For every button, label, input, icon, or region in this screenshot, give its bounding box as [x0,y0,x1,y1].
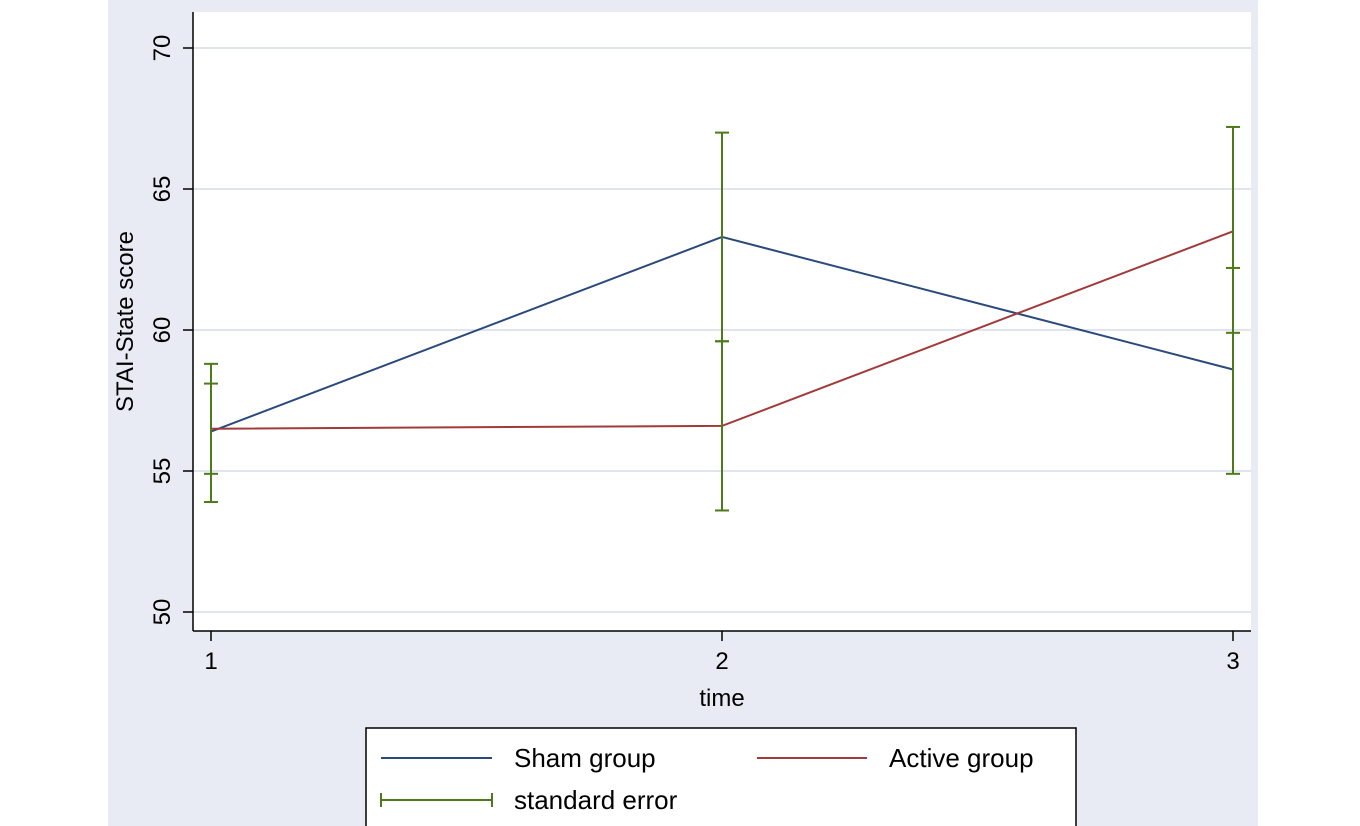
y-tick-label: 55 [149,458,176,485]
error-bars [204,125,1240,512]
y-tick-label: 60 [149,317,176,344]
legend: Sham group Active group standard error [365,727,1077,826]
y-tick-label: 65 [149,176,176,203]
axes: 50 55 60 65 70 1 2 3 [149,12,1251,675]
x-tick-label: 2 [715,648,728,675]
error-bar [204,362,218,504]
legend-label-active: Active group [889,743,1034,773]
x-tick-label: 1 [204,648,217,675]
error-bar [715,340,729,512]
legend-label-standard-error: standard error [514,785,678,815]
y-axis-title: STAI-State score [112,231,139,412]
legend-swatch-standard-error [380,793,493,807]
error-bar [1226,125,1240,334]
y-tick-label: 70 [149,35,176,62]
legend-box [365,727,1077,826]
y-tick-label: 50 [149,599,176,626]
x-tick-label: 3 [1226,648,1239,675]
x-axis-title: time [699,685,744,712]
legend-label-sham: Sham group [514,743,656,773]
